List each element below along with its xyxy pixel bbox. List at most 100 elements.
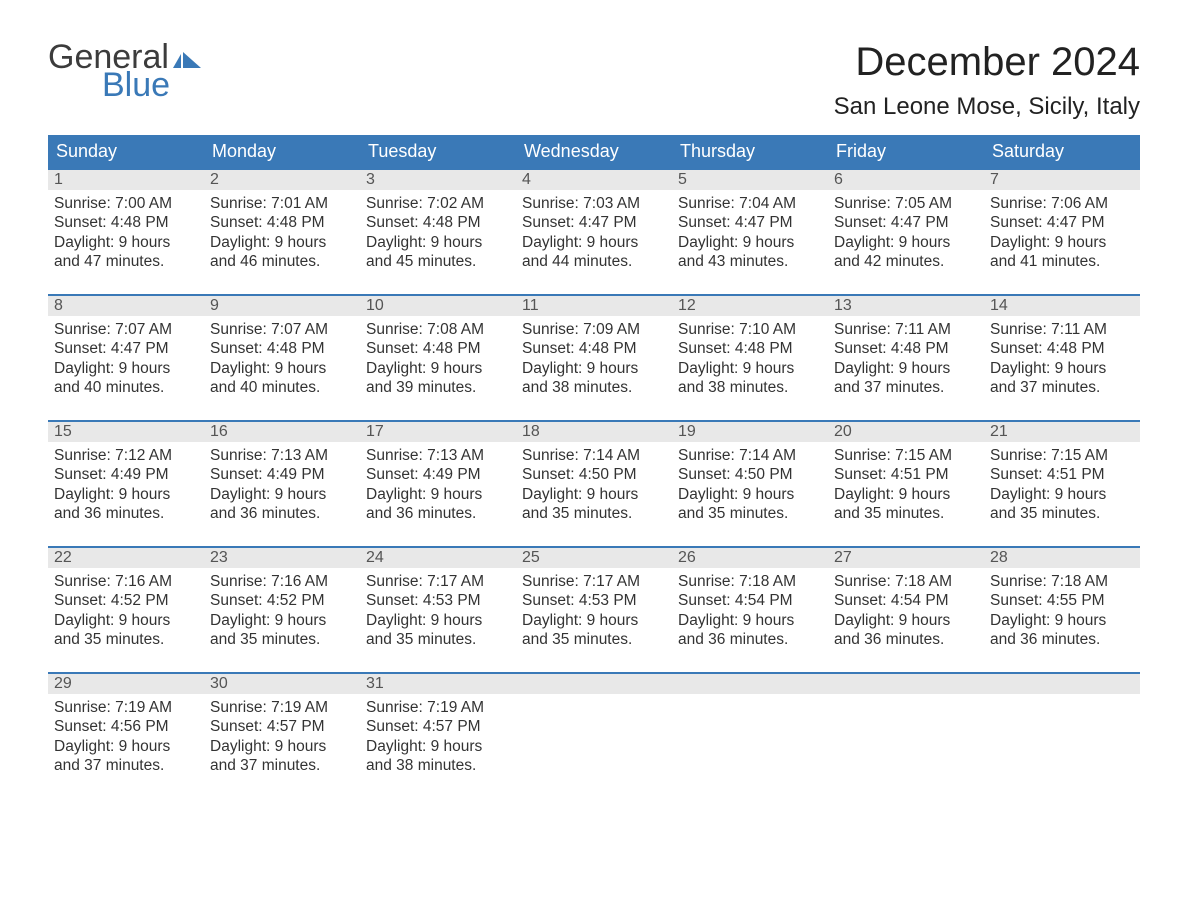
- daylight-text-1: Daylight: 9 hours: [210, 611, 354, 630]
- sunrise-text: Sunrise: 7:06 AM: [990, 194, 1134, 213]
- day-cell: Sunrise: 7:17 AMSunset: 4:53 PMDaylight:…: [516, 568, 672, 664]
- day-cell: Sunrise: 7:16 AMSunset: 4:52 PMDaylight:…: [204, 568, 360, 664]
- daylight-text-2: and 38 minutes.: [366, 756, 510, 775]
- daylight-text-1: Daylight: 9 hours: [990, 485, 1134, 504]
- day-cell: Sunrise: 7:15 AMSunset: 4:51 PMDaylight:…: [984, 442, 1140, 538]
- day-number-row: 293031: [48, 672, 1140, 694]
- daylight-text-2: and 41 minutes.: [990, 252, 1134, 271]
- daylight-text-1: Daylight: 9 hours: [54, 485, 198, 504]
- day-cell: Sunrise: 7:19 AMSunset: 4:57 PMDaylight:…: [360, 694, 516, 790]
- daylight-text-2: and 35 minutes.: [990, 504, 1134, 523]
- sunset-text: Sunset: 4:54 PM: [834, 591, 978, 610]
- day-cell: Sunrise: 7:18 AMSunset: 4:54 PMDaylight:…: [828, 568, 984, 664]
- daylight-text-2: and 35 minutes.: [522, 630, 666, 649]
- sunset-text: Sunset: 4:47 PM: [522, 213, 666, 232]
- sunrise-text: Sunrise: 7:09 AM: [522, 320, 666, 339]
- day-number: 4: [516, 170, 672, 190]
- sunrise-text: Sunrise: 7:11 AM: [990, 320, 1134, 339]
- sunrise-text: Sunrise: 7:05 AM: [834, 194, 978, 213]
- daylight-text-2: and 37 minutes.: [990, 378, 1134, 397]
- daylight-text-1: Daylight: 9 hours: [990, 359, 1134, 378]
- day-number-row: 1234567: [48, 168, 1140, 190]
- day-number: 7: [984, 170, 1140, 190]
- daylight-text-1: Daylight: 9 hours: [678, 611, 822, 630]
- day-cell: Sunrise: 7:04 AMSunset: 4:47 PMDaylight:…: [672, 190, 828, 286]
- day-cell: Sunrise: 7:11 AMSunset: 4:48 PMDaylight:…: [828, 316, 984, 412]
- daylight-text-1: Daylight: 9 hours: [54, 737, 198, 756]
- sunset-text: Sunset: 4:48 PM: [678, 339, 822, 358]
- day-cell: Sunrise: 7:00 AMSunset: 4:48 PMDaylight:…: [48, 190, 204, 286]
- sunset-text: Sunset: 4:54 PM: [678, 591, 822, 610]
- daylight-text-2: and 38 minutes.: [678, 378, 822, 397]
- day-cell: Sunrise: 7:14 AMSunset: 4:50 PMDaylight:…: [516, 442, 672, 538]
- day-name: Tuesday: [360, 135, 516, 168]
- daylight-text-2: and 35 minutes.: [834, 504, 978, 523]
- day-content-row: Sunrise: 7:19 AMSunset: 4:56 PMDaylight:…: [48, 694, 1140, 790]
- day-number: 23: [204, 548, 360, 568]
- daylight-text-2: and 42 minutes.: [834, 252, 978, 271]
- calendar-week: 22232425262728Sunrise: 7:16 AMSunset: 4:…: [48, 546, 1140, 664]
- sunset-text: Sunset: 4:57 PM: [366, 717, 510, 736]
- daylight-text-2: and 45 minutes.: [366, 252, 510, 271]
- day-number: [984, 674, 1140, 694]
- day-number: 24: [360, 548, 516, 568]
- day-number: 17: [360, 422, 516, 442]
- day-content-row: Sunrise: 7:12 AMSunset: 4:49 PMDaylight:…: [48, 442, 1140, 538]
- day-number: 3: [360, 170, 516, 190]
- day-number: 5: [672, 170, 828, 190]
- day-cell: Sunrise: 7:16 AMSunset: 4:52 PMDaylight:…: [48, 568, 204, 664]
- day-cell: [672, 694, 828, 790]
- daylight-text-1: Daylight: 9 hours: [522, 359, 666, 378]
- day-cell: Sunrise: 7:12 AMSunset: 4:49 PMDaylight:…: [48, 442, 204, 538]
- sunrise-text: Sunrise: 7:13 AM: [366, 446, 510, 465]
- sunset-text: Sunset: 4:51 PM: [834, 465, 978, 484]
- brand-logo: General Blue: [48, 40, 201, 102]
- day-number: [672, 674, 828, 694]
- day-names-row: Sunday Monday Tuesday Wednesday Thursday…: [48, 135, 1140, 168]
- sunrise-text: Sunrise: 7:13 AM: [210, 446, 354, 465]
- title-block: December 2024 San Leone Mose, Sicily, It…: [834, 40, 1140, 121]
- day-cell: [984, 694, 1140, 790]
- day-number: 22: [48, 548, 204, 568]
- daylight-text-2: and 37 minutes.: [54, 756, 198, 775]
- day-cell: Sunrise: 7:03 AMSunset: 4:47 PMDaylight:…: [516, 190, 672, 286]
- daylight-text-1: Daylight: 9 hours: [834, 485, 978, 504]
- day-cell: Sunrise: 7:18 AMSunset: 4:55 PMDaylight:…: [984, 568, 1140, 664]
- sunset-text: Sunset: 4:57 PM: [210, 717, 354, 736]
- daylight-text-1: Daylight: 9 hours: [990, 611, 1134, 630]
- daylight-text-2: and 44 minutes.: [522, 252, 666, 271]
- day-number: 12: [672, 296, 828, 316]
- daylight-text-1: Daylight: 9 hours: [522, 611, 666, 630]
- location-text: San Leone Mose, Sicily, Italy: [834, 93, 1140, 121]
- daylight-text-1: Daylight: 9 hours: [522, 233, 666, 252]
- day-cell: Sunrise: 7:05 AMSunset: 4:47 PMDaylight:…: [828, 190, 984, 286]
- day-cell: Sunrise: 7:08 AMSunset: 4:48 PMDaylight:…: [360, 316, 516, 412]
- weeks-container: 1234567Sunrise: 7:00 AMSunset: 4:48 PMDa…: [48, 168, 1140, 790]
- day-number: 9: [204, 296, 360, 316]
- daylight-text-2: and 36 minutes.: [54, 504, 198, 523]
- daylight-text-1: Daylight: 9 hours: [210, 359, 354, 378]
- day-cell: Sunrise: 7:07 AMSunset: 4:48 PMDaylight:…: [204, 316, 360, 412]
- daylight-text-1: Daylight: 9 hours: [366, 485, 510, 504]
- day-number: 25: [516, 548, 672, 568]
- sunrise-text: Sunrise: 7:11 AM: [834, 320, 978, 339]
- day-number: 8: [48, 296, 204, 316]
- day-cell: Sunrise: 7:19 AMSunset: 4:57 PMDaylight:…: [204, 694, 360, 790]
- day-cell: Sunrise: 7:15 AMSunset: 4:51 PMDaylight:…: [828, 442, 984, 538]
- sunrise-text: Sunrise: 7:14 AM: [522, 446, 666, 465]
- day-number: 28: [984, 548, 1140, 568]
- day-cell: Sunrise: 7:13 AMSunset: 4:49 PMDaylight:…: [360, 442, 516, 538]
- day-number: 19: [672, 422, 828, 442]
- daylight-text-1: Daylight: 9 hours: [834, 233, 978, 252]
- sunset-text: Sunset: 4:48 PM: [210, 213, 354, 232]
- daylight-text-1: Daylight: 9 hours: [678, 359, 822, 378]
- day-number: 2: [204, 170, 360, 190]
- calendar: Sunday Monday Tuesday Wednesday Thursday…: [48, 135, 1140, 790]
- sunrise-text: Sunrise: 7:07 AM: [54, 320, 198, 339]
- sunset-text: Sunset: 4:51 PM: [990, 465, 1134, 484]
- sunrise-text: Sunrise: 7:00 AM: [54, 194, 198, 213]
- day-number: 13: [828, 296, 984, 316]
- daylight-text-2: and 36 minutes.: [366, 504, 510, 523]
- day-name: Saturday: [984, 135, 1140, 168]
- day-number: 11: [516, 296, 672, 316]
